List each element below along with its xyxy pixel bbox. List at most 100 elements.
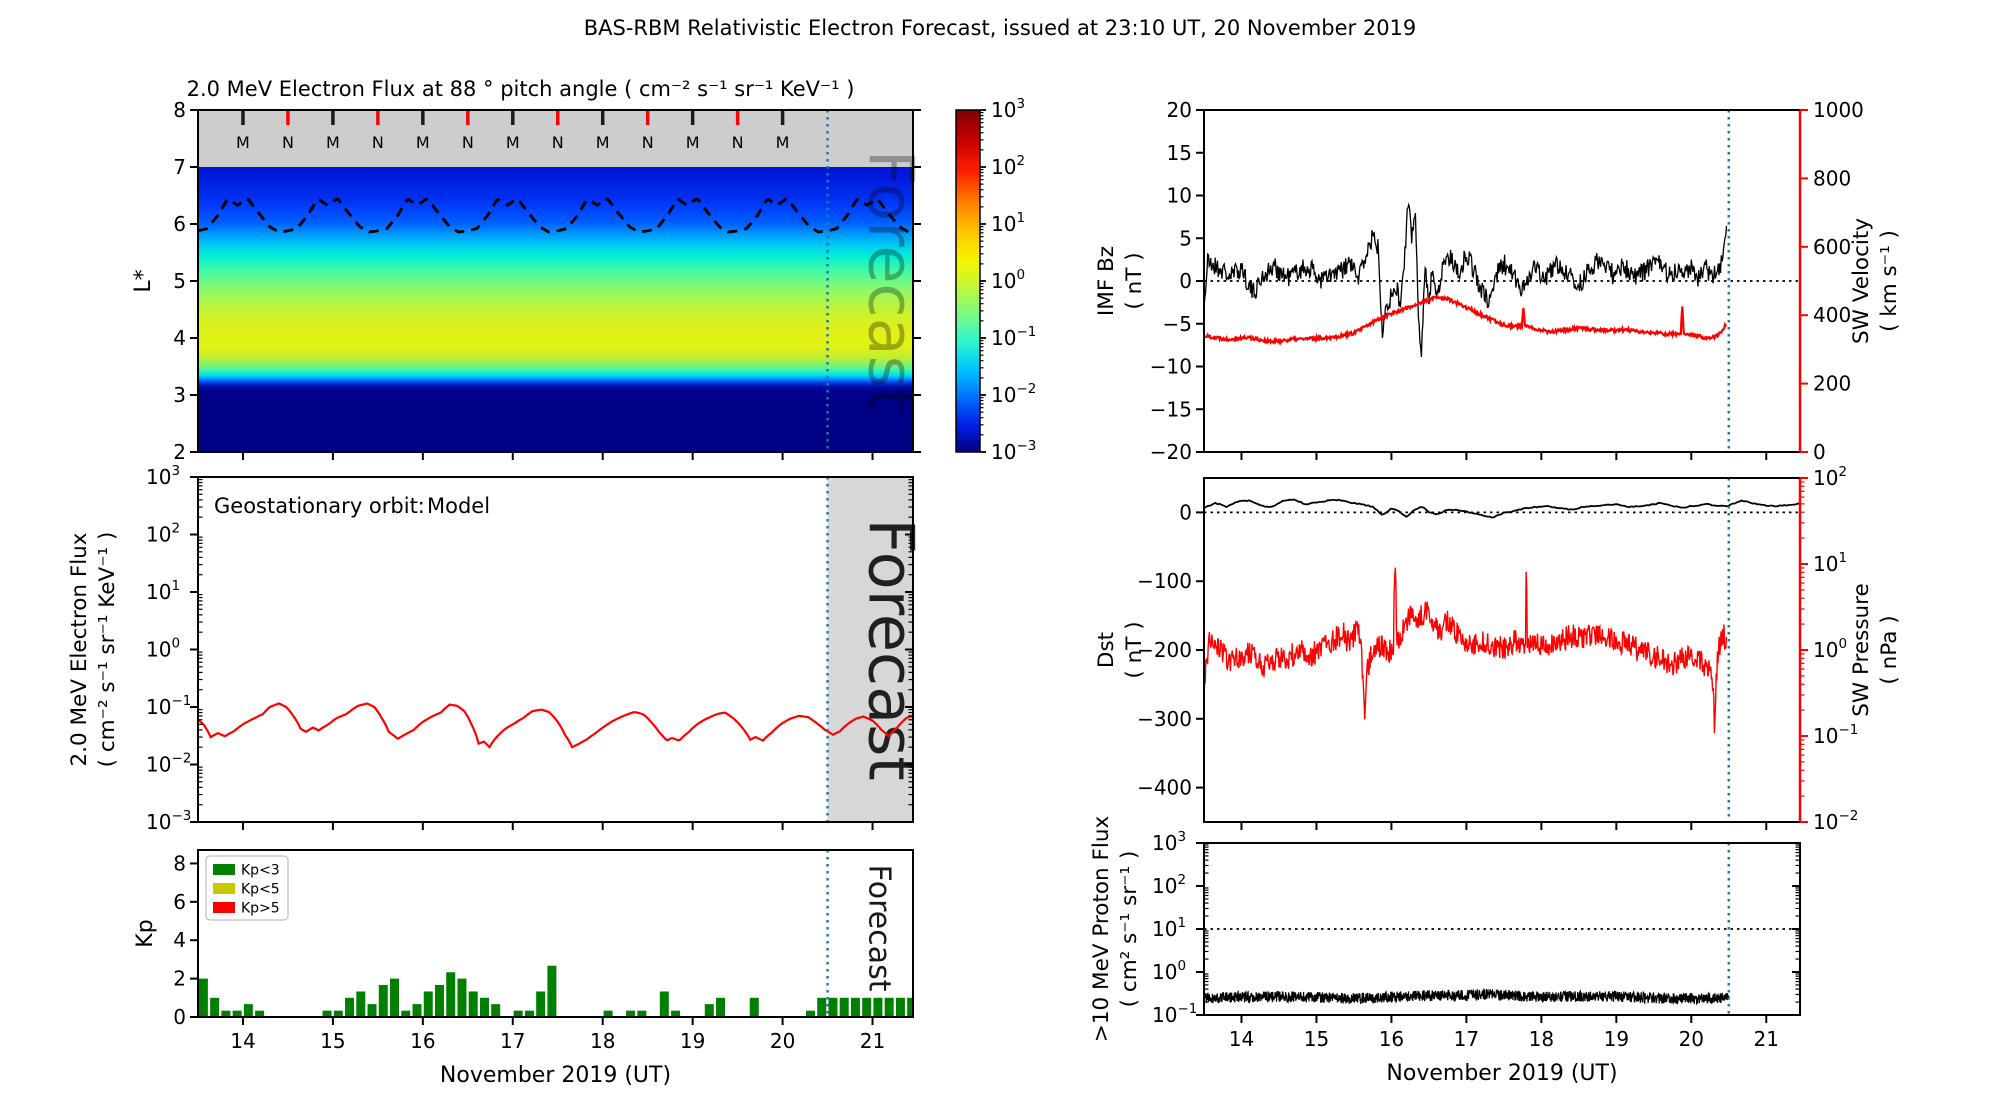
svg-text:102: 102 xyxy=(991,153,1025,179)
svg-text:6: 6 xyxy=(173,212,186,236)
svg-text:0: 0 xyxy=(1179,269,1192,293)
svg-text:102: 102 xyxy=(146,521,180,547)
svg-text:2.0 MeV Electron Flux: 2.0 MeV Electron Flux xyxy=(67,532,92,766)
svg-text:8: 8 xyxy=(173,851,186,875)
svg-text:17: 17 xyxy=(500,1029,525,1053)
svg-text:400: 400 xyxy=(1813,303,1851,327)
svg-text:800: 800 xyxy=(1813,166,1851,190)
svg-text:10−1: 10−1 xyxy=(146,693,191,719)
svg-text:15: 15 xyxy=(320,1029,345,1053)
svg-text:( nT ): ( nT ) xyxy=(1122,252,1147,309)
svg-text:10−2: 10−2 xyxy=(991,381,1036,407)
svg-text:0: 0 xyxy=(1813,440,1826,464)
svg-text:N: N xyxy=(552,133,564,152)
svg-text:20: 20 xyxy=(1679,1027,1704,1051)
svg-text:14: 14 xyxy=(230,1029,255,1053)
svg-text:100: 100 xyxy=(146,636,180,662)
svg-text:( nPa ): ( nPa ) xyxy=(1877,615,1902,684)
svg-text:10−2: 10−2 xyxy=(146,751,191,777)
forecast-watermark: Forecast xyxy=(862,865,897,992)
svg-text:Geostationary orbit:: Geostationary orbit: xyxy=(214,494,425,518)
forecast-watermark: Forecast xyxy=(855,518,928,780)
svg-text:1000: 1000 xyxy=(1813,98,1864,122)
svg-text:( km s⁻¹ ): ( km s⁻¹ ) xyxy=(1877,230,1902,332)
svg-text:M: M xyxy=(416,133,430,152)
svg-text:102: 102 xyxy=(1152,872,1186,898)
svg-text:SW Pressure: SW Pressure xyxy=(1849,583,1874,717)
svg-text:IMF Bz: IMF Bz xyxy=(1094,246,1119,316)
svg-text:101: 101 xyxy=(991,210,1025,236)
svg-text:Kp: Kp xyxy=(133,919,158,947)
svg-text:N: N xyxy=(282,133,294,152)
colorbar: 103 102 101 100 10−1 10−2 10−3 xyxy=(955,96,1036,464)
svg-text:N: N xyxy=(372,133,384,152)
svg-text:November 2019 (UT): November 2019 (UT) xyxy=(1386,1061,1617,1086)
svg-text:18: 18 xyxy=(1529,1027,1554,1051)
svg-text:2.0 MeV Electron Flux at 88 °: 2.0 MeV Electron Flux at 88 ° pitch angl… xyxy=(187,77,855,101)
svg-text:L*: L* xyxy=(131,269,156,292)
svg-text:14: 14 xyxy=(1229,1027,1254,1051)
svg-text:Kp>5: Kp>5 xyxy=(241,901,280,917)
svg-text:10: 10 xyxy=(1167,184,1192,208)
svg-text:7: 7 xyxy=(173,155,186,179)
svg-text:21: 21 xyxy=(1754,1027,1779,1051)
svg-text:M: M xyxy=(506,133,520,152)
svg-text:M: M xyxy=(596,133,610,152)
svg-text:0: 0 xyxy=(173,1005,186,1029)
svg-text:M: M xyxy=(236,133,250,152)
svg-text:17: 17 xyxy=(1454,1027,1479,1051)
svg-text:5: 5 xyxy=(173,269,186,293)
panel-proton-flux: 14 15 16 17 18 19 20 21 November 2019 (UT) 103 102… xyxy=(1089,816,1801,1086)
svg-text:Model: Model xyxy=(427,494,490,518)
svg-text:10−1: 10−1 xyxy=(1152,1001,1197,1027)
panel-kp: Forecast 14 15 16 17 18 19 20 21 November 2019 (U… xyxy=(133,849,914,1088)
svg-text:18: 18 xyxy=(590,1029,615,1053)
svg-text:N: N xyxy=(732,133,744,152)
svg-text:−400: −400 xyxy=(1137,776,1192,800)
svg-text:10−1: 10−1 xyxy=(1813,722,1858,748)
svg-text:−5: −5 xyxy=(1163,312,1192,336)
svg-text:Kp<3: Kp<3 xyxy=(241,863,280,879)
svg-text:>10 MeV Proton Flux: >10 MeV Proton Flux xyxy=(1089,816,1114,1043)
svg-text:16: 16 xyxy=(1379,1027,1404,1051)
svg-text:101: 101 xyxy=(1152,915,1186,941)
svg-text:15: 15 xyxy=(1304,1027,1329,1051)
svg-text:10−1: 10−1 xyxy=(991,324,1036,350)
panel-geo-electron-flux: Forecast 103 102 101 100 10−1 10−2 10−3 2.0 MeV … xyxy=(67,463,928,834)
svg-text:M: M xyxy=(686,133,700,152)
svg-text:20: 20 xyxy=(1167,98,1192,122)
svg-text:8: 8 xyxy=(173,98,186,122)
svg-text:15: 15 xyxy=(1167,141,1192,165)
svg-text:( nT ): ( nT ) xyxy=(1122,621,1147,678)
svg-text:4: 4 xyxy=(173,326,186,350)
kp-bars xyxy=(198,965,913,1017)
svg-text:−15: −15 xyxy=(1150,397,1192,421)
svg-text:103: 103 xyxy=(991,96,1025,122)
svg-text:0: 0 xyxy=(1179,500,1192,524)
svg-text:−200: −200 xyxy=(1137,638,1192,662)
svg-text:16: 16 xyxy=(410,1029,435,1053)
svg-text:November 2019 (UT): November 2019 (UT) xyxy=(440,1063,671,1088)
svg-text:21: 21 xyxy=(860,1029,885,1053)
svg-text:5: 5 xyxy=(1179,226,1192,250)
svg-text:19: 19 xyxy=(680,1029,705,1053)
svg-text:10−2: 10−2 xyxy=(1813,808,1858,834)
svg-text:SW Velocity: SW Velocity xyxy=(1849,218,1874,344)
svg-text:4: 4 xyxy=(173,928,186,952)
panel-imf-bz: −20−15−10−50510152002004006008001000IMF … xyxy=(1094,98,1902,464)
svg-text:102: 102 xyxy=(1813,464,1847,490)
svg-text:N: N xyxy=(462,133,474,152)
svg-text:100: 100 xyxy=(1813,636,1847,662)
svg-text:103: 103 xyxy=(1152,829,1186,855)
svg-text:101: 101 xyxy=(146,578,180,604)
svg-text:Kp<5: Kp<5 xyxy=(241,882,280,898)
svg-text:20: 20 xyxy=(770,1029,795,1053)
svg-text:N: N xyxy=(642,133,654,152)
svg-text:19: 19 xyxy=(1604,1027,1629,1051)
svg-text:100: 100 xyxy=(991,267,1025,293)
svg-text:100: 100 xyxy=(1152,958,1186,984)
